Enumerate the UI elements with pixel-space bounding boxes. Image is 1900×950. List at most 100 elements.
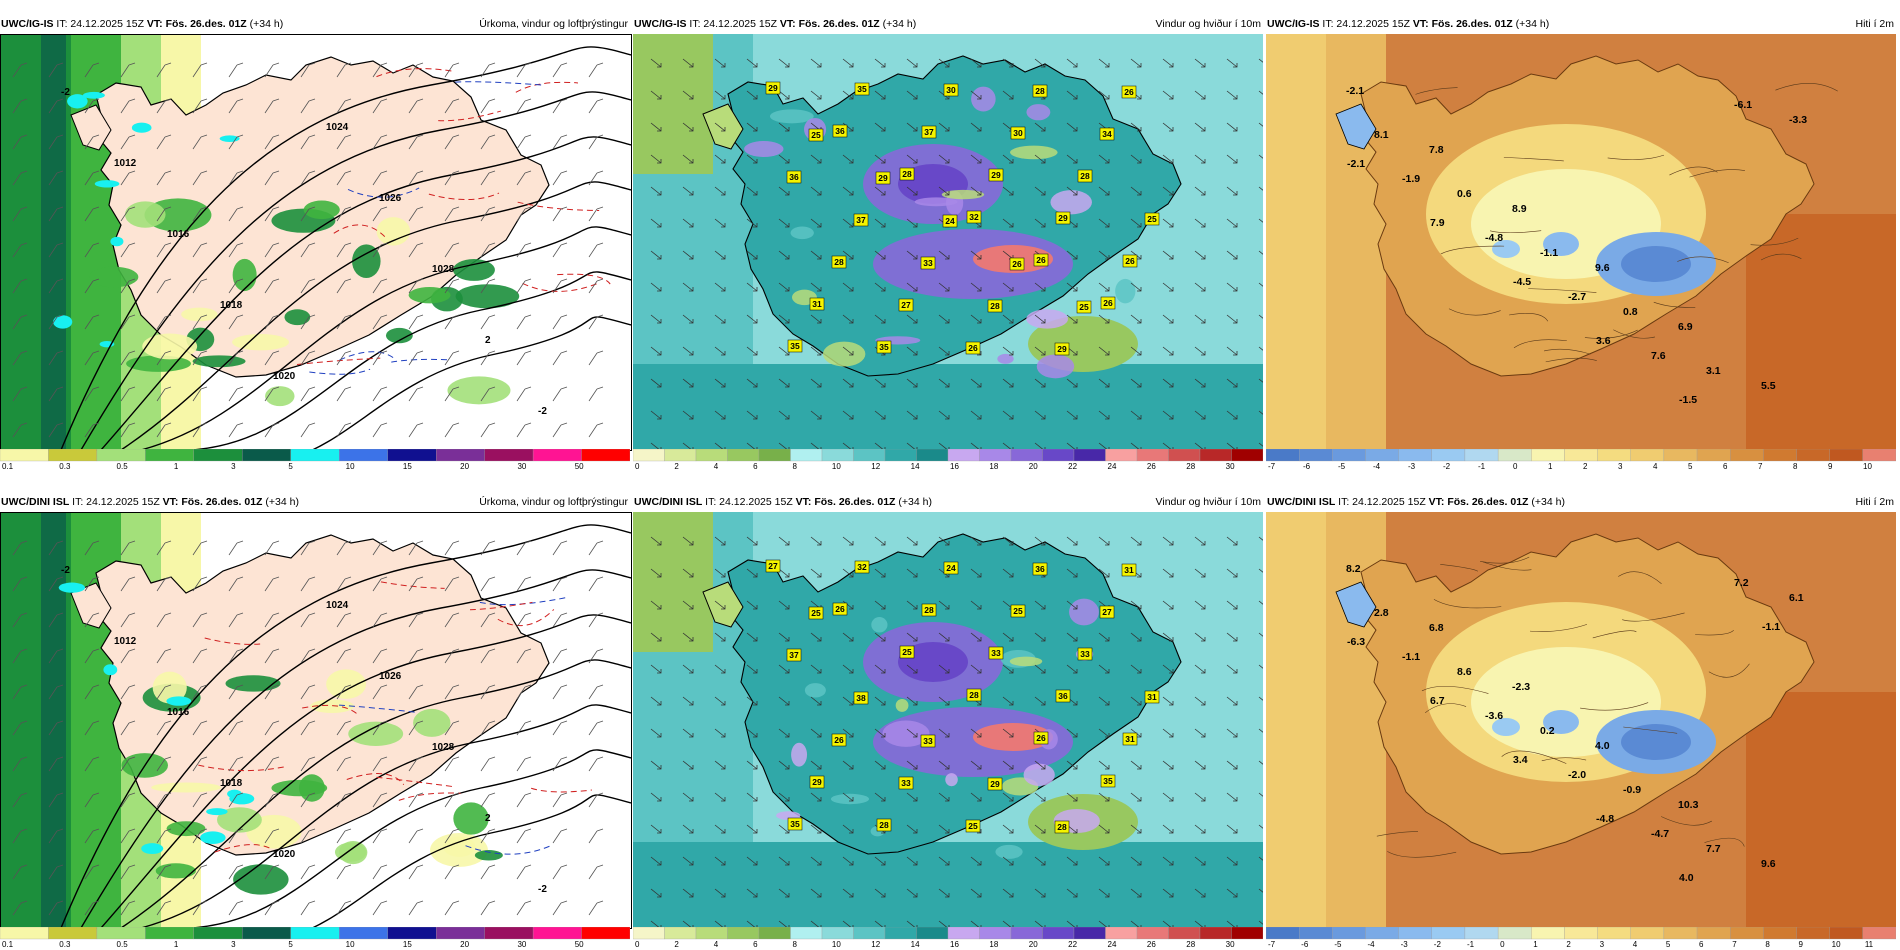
legend-tick-label: 0: [635, 462, 640, 470]
legend-swatch: [1730, 927, 1764, 940]
panel-header: UWC/DINI ISL IT: 24.12.2025 15Z VT: Fös.…: [633, 493, 1263, 511]
gust-label: 29: [987, 777, 1003, 791]
legend-tick-label: 14: [911, 462, 920, 470]
temperature-label: 7.7: [1706, 843, 1721, 855]
legend-tick-label: 20: [460, 940, 469, 948]
legend-tick-label: 0.1: [2, 940, 14, 948]
valid-time: VT: Fös. 26.des. 01Z: [779, 18, 880, 30]
legend-swatch: [727, 927, 760, 940]
isobar-label: 1020: [273, 849, 296, 860]
legend-swatch: [947, 927, 980, 940]
gust-value: 33: [1080, 649, 1090, 659]
legend-swatch: [695, 449, 728, 462]
legend-tick-label: 2: [1583, 462, 1588, 470]
legend-tick-label: 3: [1600, 940, 1605, 948]
legend-swatch: [1464, 449, 1499, 462]
gust-label: 31: [1122, 732, 1138, 746]
gust-value: 32: [857, 562, 867, 572]
legend-tick-label: 8: [793, 462, 798, 470]
gust-value: 26: [1124, 87, 1134, 97]
legend-swatch: [290, 449, 340, 462]
legend-swatch: [1073, 449, 1106, 462]
gust-value: 25: [811, 130, 821, 140]
gust-label: 26: [832, 602, 848, 616]
temperature-label: -4.8: [1485, 232, 1503, 244]
gust-value: 35: [1103, 776, 1113, 786]
gust-label: 32: [854, 560, 870, 574]
legend-swatch: [1497, 449, 1532, 462]
legend-tick-label: 1: [174, 462, 179, 470]
legend-swatch: [1730, 449, 1764, 462]
temperature-label: 3.1: [1706, 365, 1721, 377]
gust-label: 28: [876, 818, 892, 832]
color-legend: 0.1 0.3 0.5 1 3 5 10 15 20 30 50: [0, 927, 630, 948]
legend-swatch: [884, 449, 917, 462]
gust-value: 27: [1102, 607, 1112, 617]
legend-swatch: [48, 927, 98, 940]
gust-label: 28: [1054, 820, 1070, 834]
legend-swatch: [1630, 449, 1665, 462]
legend-swatch: [758, 449, 791, 462]
color-legend: 0.1 0.3 0.5 1 3 5 10 15 20 30 50: [0, 449, 630, 470]
legend-swatch: [1531, 449, 1565, 462]
legend-swatch: [1199, 927, 1232, 940]
panel-header: UWC/DINI ISL IT: 24.12.2025 15Z VT: Fös.…: [0, 493, 630, 511]
legend-swatch: [1299, 927, 1333, 940]
legend-tick-label: 2: [674, 462, 679, 470]
legend-tick-label: 6: [1723, 462, 1728, 470]
legend-tick-label: 28: [1186, 940, 1195, 948]
weather-map: 29 36 28 32 26 26 35 35 37 29 29 26 31 35 30 30 28 25 28 27…: [633, 34, 1263, 449]
temperature-label: 6.9: [1678, 321, 1693, 333]
temperature-label: -3.6: [1485, 710, 1503, 722]
legend-swatch: [1010, 927, 1043, 940]
gust-label: 28: [966, 688, 982, 702]
legend-swatch: [484, 449, 534, 462]
gust-label: 25: [965, 819, 981, 833]
isobar-label: 2: [485, 335, 491, 346]
legend-tick-label: 24: [1108, 940, 1117, 948]
gust-label: 29: [1054, 342, 1070, 356]
legend-swatch: [1042, 449, 1075, 462]
gust-value: 24: [946, 563, 956, 573]
legend-tick-label: -3: [1401, 940, 1409, 948]
isobar-label: -2: [61, 565, 70, 576]
gust-value: 28: [1035, 86, 1045, 96]
temperature-label: -1.5: [1679, 394, 1697, 406]
legend-tick-label: 10: [346, 940, 355, 948]
map-area: 29 36 28 32 26 26 35 35 37 29 29 26 31 35 30 30 28 25 28 27…: [633, 34, 1263, 449]
temperature-label: 4.0: [1595, 740, 1610, 752]
gust-label: 27: [898, 298, 914, 312]
gust-value: 29: [878, 173, 888, 183]
legend-swatch: [633, 449, 665, 462]
isobar-label: -2: [538, 884, 547, 895]
legend-tick-label: 26: [1147, 462, 1156, 470]
legend-tick-label: 2: [1566, 940, 1571, 948]
lead-time: (+34 h): [265, 496, 299, 508]
gust-label: 33: [1077, 647, 1093, 661]
color-legend: -7 -6 -5 -4 -3 -2 -1 0 1 2 3 4 5 6 7 8 9 10: [1266, 449, 1896, 470]
legend-tick-label: 3: [231, 940, 236, 948]
legend-tick-label: 16: [950, 462, 959, 470]
legend-tick-label: 26: [1147, 940, 1156, 948]
legend-tick-label: -6: [1301, 940, 1309, 948]
gust-value: 26: [1103, 298, 1113, 308]
legend-swatch: [1105, 449, 1138, 462]
gust-label: 36: [1055, 689, 1071, 703]
legend-swatch: [436, 927, 485, 940]
legend-tick-label: 10: [346, 462, 355, 470]
gust-value: 29: [1057, 344, 1067, 354]
legend-swatch: [1398, 927, 1432, 940]
gust-label: 28: [987, 299, 1003, 313]
header-run-info: UWC/IG-IS IT: 24.12.2025 15Z VT: Fös. 26…: [1, 15, 283, 33]
gust-value: 36: [1035, 564, 1045, 574]
init-time: IT: 24.12.2025 15Z: [56, 18, 144, 30]
legend-tick-label: 3: [231, 462, 236, 470]
temperature-label: 4.0: [1679, 872, 1694, 884]
legend-swatch: [1564, 927, 1598, 940]
panel-title: Vindur og hviður í 10m: [1155, 18, 1261, 30]
gust-label: 35: [876, 340, 892, 354]
legend-tick-label: 9: [1799, 940, 1804, 948]
lead-time: (+34 h): [1515, 18, 1550, 30]
legend-tick-label: 3: [1618, 462, 1623, 470]
gust-label: 36: [832, 124, 848, 138]
